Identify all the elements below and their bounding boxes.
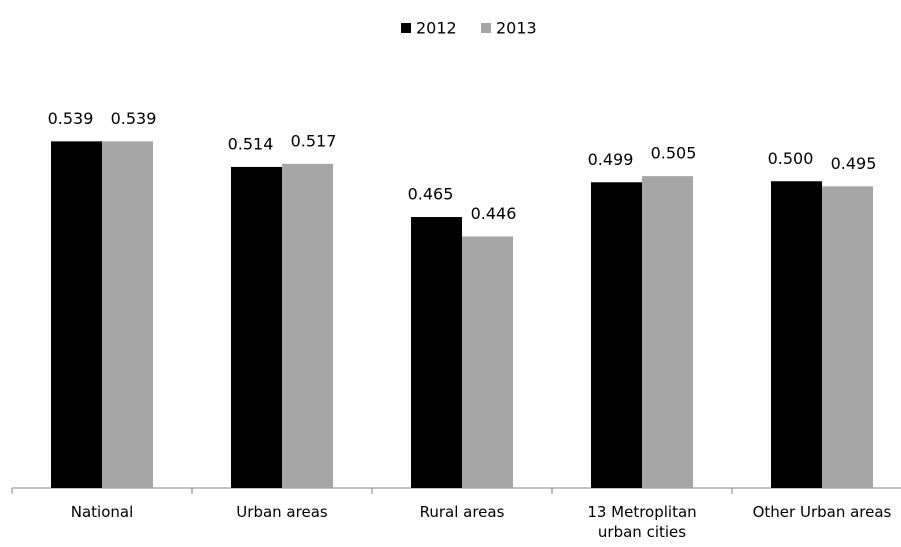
data-label: 0.499	[588, 150, 634, 169]
x-tick-label-box: National	[70, 503, 134, 521]
bar	[411, 217, 462, 488]
data-label: 0.539	[111, 109, 157, 128]
bar	[102, 141, 153, 488]
x-tick-label: National	[70, 503, 134, 521]
data-label: 0.505	[651, 144, 697, 163]
bar	[282, 163, 333, 488]
data-label: 0.517	[291, 131, 337, 150]
legend-label: 2012	[416, 19, 457, 38]
bar	[642, 176, 693, 488]
x-tick-label: Rural areas	[419, 503, 505, 521]
legend-label: 2013	[496, 19, 537, 38]
x-tick-label: Urban areas	[236, 503, 328, 521]
data-label: 0.514	[228, 134, 274, 153]
data-label: 0.465	[408, 185, 454, 204]
bar	[51, 141, 102, 488]
x-tick-label-box: Urban areas	[236, 503, 328, 521]
legend-swatch	[481, 23, 491, 33]
legend-swatch	[401, 23, 411, 33]
data-label: 0.495	[831, 154, 877, 173]
data-label: 0.539	[48, 109, 94, 128]
x-tick-label-box: Rural areas	[419, 503, 505, 521]
x-tick-label: Other Urban areas	[752, 503, 892, 521]
x-tick-label-box: 13 Metroplitan urban cities	[587, 503, 697, 541]
bar	[591, 182, 642, 488]
data-label: 0.446	[471, 204, 517, 223]
bar	[462, 236, 513, 488]
x-tick-label: 13 Metroplitan urban cities	[587, 503, 697, 541]
bar	[231, 166, 282, 488]
bar	[771, 181, 822, 488]
bar	[822, 186, 873, 489]
data-label: 0.500	[768, 149, 814, 168]
x-tick-label-box: Other Urban areas	[752, 503, 892, 521]
